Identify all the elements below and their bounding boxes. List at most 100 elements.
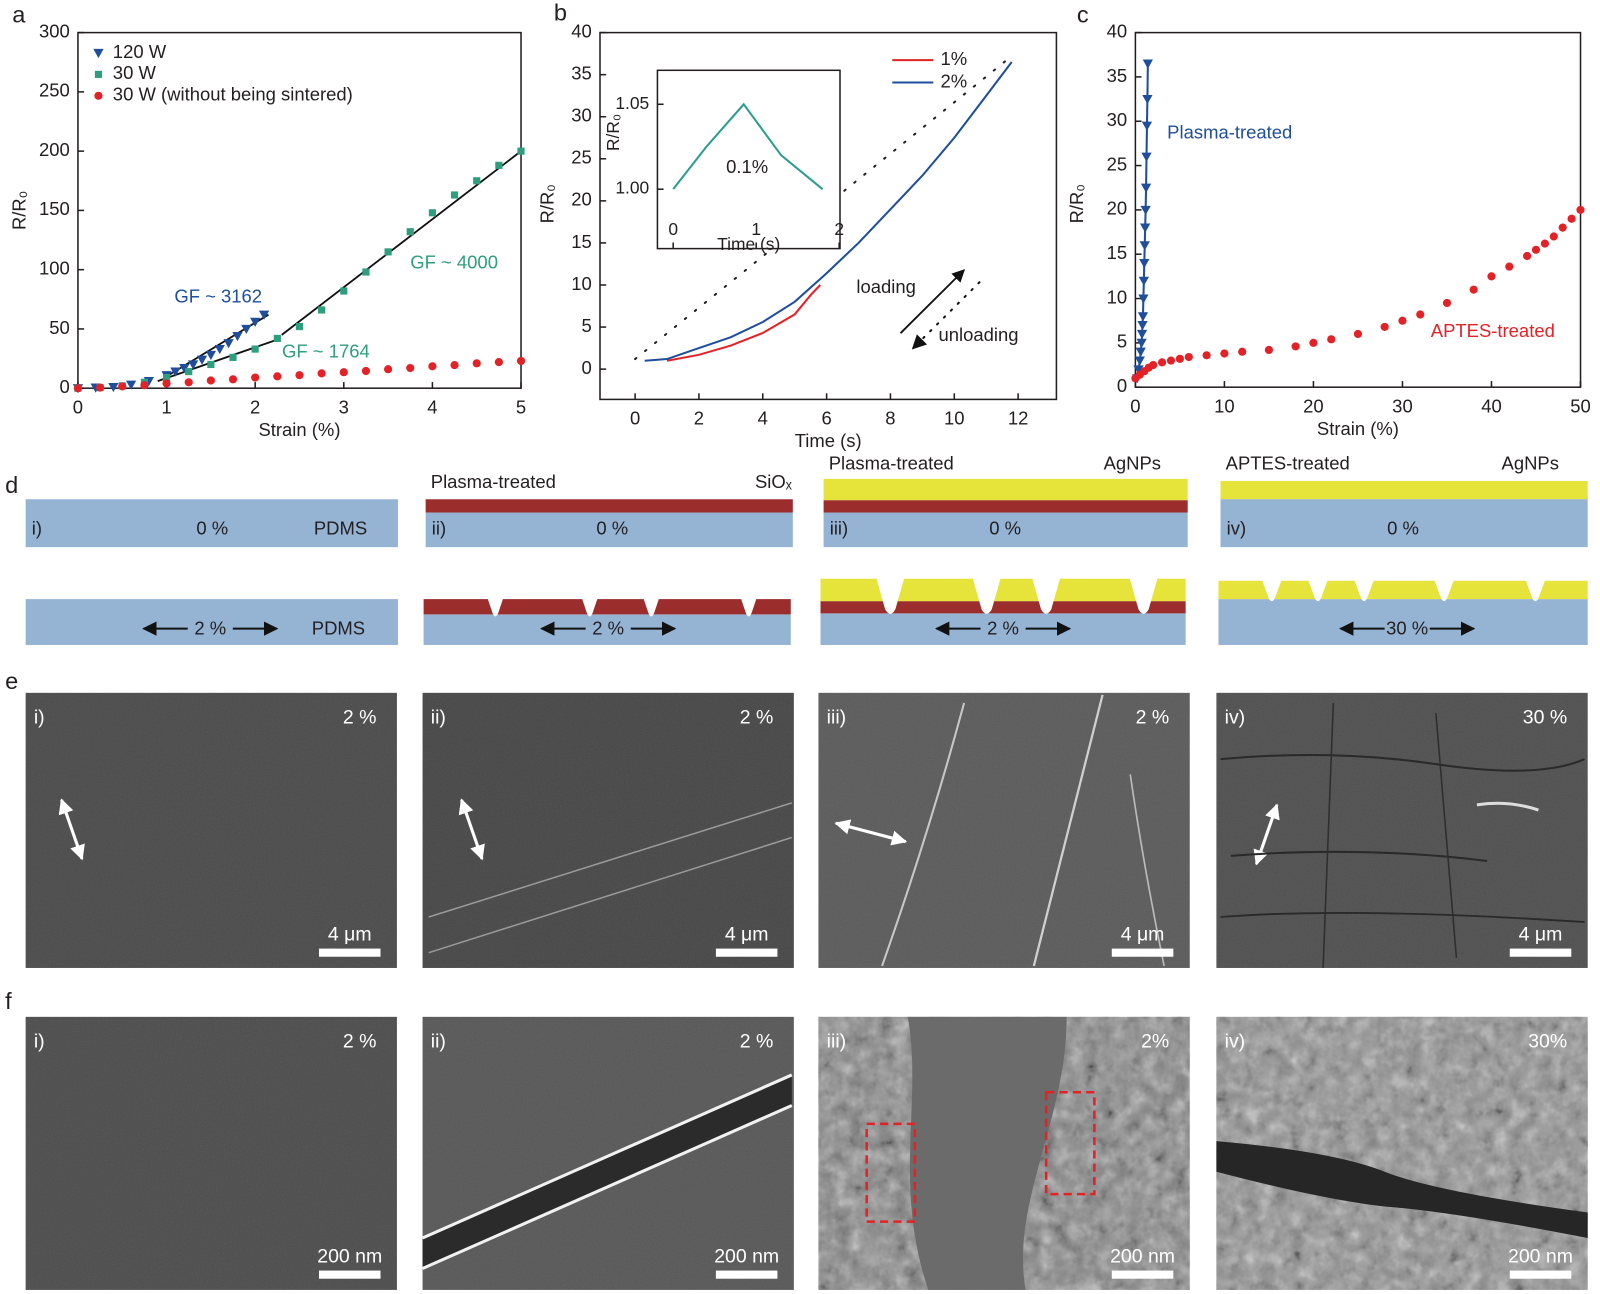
y-tick-label: 30	[571, 105, 592, 126]
sem-noise	[25, 692, 397, 968]
pdms-layer	[25, 599, 398, 645]
crack	[1307, 578, 1329, 602]
y-tick-label: 35	[1107, 65, 1128, 86]
panel-letter: c	[1077, 2, 1089, 28]
legend-marker	[94, 91, 103, 100]
sem-numeral: iv)	[1225, 1030, 1246, 1052]
strain-label: 0 %	[989, 518, 1021, 539]
unloading-arrow	[911, 281, 981, 350]
legend-label: 1%	[941, 48, 968, 69]
strain-direction	[458, 798, 485, 861]
marker	[179, 363, 190, 374]
strain-label: 30 %	[1386, 618, 1428, 639]
marker	[250, 317, 261, 327]
marker	[295, 322, 304, 331]
x-tick-label: 3	[339, 396, 349, 417]
marker	[1142, 95, 1153, 105]
marker	[206, 376, 215, 385]
marker	[184, 378, 193, 387]
highlight-box	[865, 1122, 917, 1223]
siox-layer	[425, 499, 793, 513]
x-axis-label: Time (s)	[717, 234, 780, 254]
inset-bg	[657, 70, 840, 249]
crack-line	[1435, 713, 1458, 958]
scale-bar	[1509, 948, 1572, 957]
marker	[1540, 239, 1550, 248]
marker	[73, 384, 83, 393]
marker	[495, 161, 503, 169]
y-tick-label: 40	[1107, 21, 1128, 42]
crack	[740, 597, 757, 617]
marker	[1136, 338, 1147, 348]
sem-strain: 2 %	[343, 1030, 377, 1052]
sem-strain: 2 %	[740, 1030, 774, 1052]
scale-label: 200 nm	[1110, 1245, 1175, 1267]
marker	[1505, 262, 1514, 271]
fit-label: GF ~ 1764	[282, 340, 370, 361]
marker	[1309, 338, 1318, 347]
marker	[1202, 351, 1211, 360]
highlight-box	[1044, 1090, 1096, 1196]
marker	[251, 373, 260, 382]
marker	[232, 331, 243, 342]
substrate-label: PDMS	[314, 518, 367, 539]
scale-label: 4 μm	[1121, 924, 1165, 946]
scale-bar	[1111, 948, 1174, 957]
y-tick-label: 150	[39, 198, 70, 219]
crack-line	[428, 802, 793, 918]
sem-numeral: i)	[34, 706, 45, 728]
y-tick-label: 5	[1117, 331, 1127, 352]
x-axis-label: Strain (%)	[258, 419, 340, 440]
crack	[1433, 578, 1455, 602]
crack-line	[1220, 912, 1585, 924]
treatment-label: APTES-treated	[1226, 453, 1350, 474]
x-tick-label: 50	[1570, 395, 1591, 416]
substrate-label: PDMS	[312, 618, 365, 639]
marker	[1380, 322, 1389, 331]
marker	[1166, 356, 1176, 365]
crack	[972, 576, 1002, 614]
agnp-layer	[823, 478, 1188, 501]
pdms-layer	[820, 613, 1186, 645]
marker	[1136, 329, 1148, 340]
strain-label: 0 %	[596, 518, 628, 539]
marker	[473, 177, 481, 185]
y-tick-label: 0	[59, 376, 69, 397]
marker	[241, 324, 252, 335]
marker	[1264, 345, 1274, 355]
crack-line	[1129, 774, 1165, 967]
marker	[214, 345, 225, 355]
y-tick-label: 20	[571, 189, 592, 210]
marker	[1149, 360, 1158, 370]
y-axis-label: R/R₀	[537, 184, 558, 223]
y-tick-label: 100	[39, 258, 70, 279]
marker	[494, 358, 503, 367]
marker	[1469, 285, 1478, 294]
crack	[1129, 576, 1158, 614]
marker	[188, 360, 199, 370]
marker	[223, 339, 234, 349]
schematic-numeral: i)	[32, 518, 42, 539]
marker	[361, 366, 371, 376]
x-tick-label: 5	[516, 396, 526, 417]
sem-noise	[422, 1016, 794, 1290]
marker	[1184, 352, 1193, 362]
marker	[1576, 205, 1585, 214]
sem-strain: 2 %	[343, 706, 377, 728]
pdms-layer	[425, 512, 793, 548]
marker	[1220, 349, 1229, 358]
scale-bar	[715, 948, 778, 957]
scale-label: 4 μm	[725, 924, 769, 946]
marker	[108, 382, 119, 393]
marker	[450, 191, 459, 199]
x-tick-label: 30	[1392, 395, 1413, 416]
x-axis-label: Time (s)	[795, 430, 862, 451]
y-tick-label: 250	[39, 80, 70, 101]
marker	[1487, 272, 1496, 281]
legend-marker	[94, 70, 103, 78]
inset-annotation: 0.1%	[726, 156, 768, 177]
marker	[228, 375, 238, 384]
legend-label: 30 W	[113, 62, 157, 83]
legend-marker	[93, 48, 104, 59]
pdms-layer	[1218, 599, 1588, 645]
